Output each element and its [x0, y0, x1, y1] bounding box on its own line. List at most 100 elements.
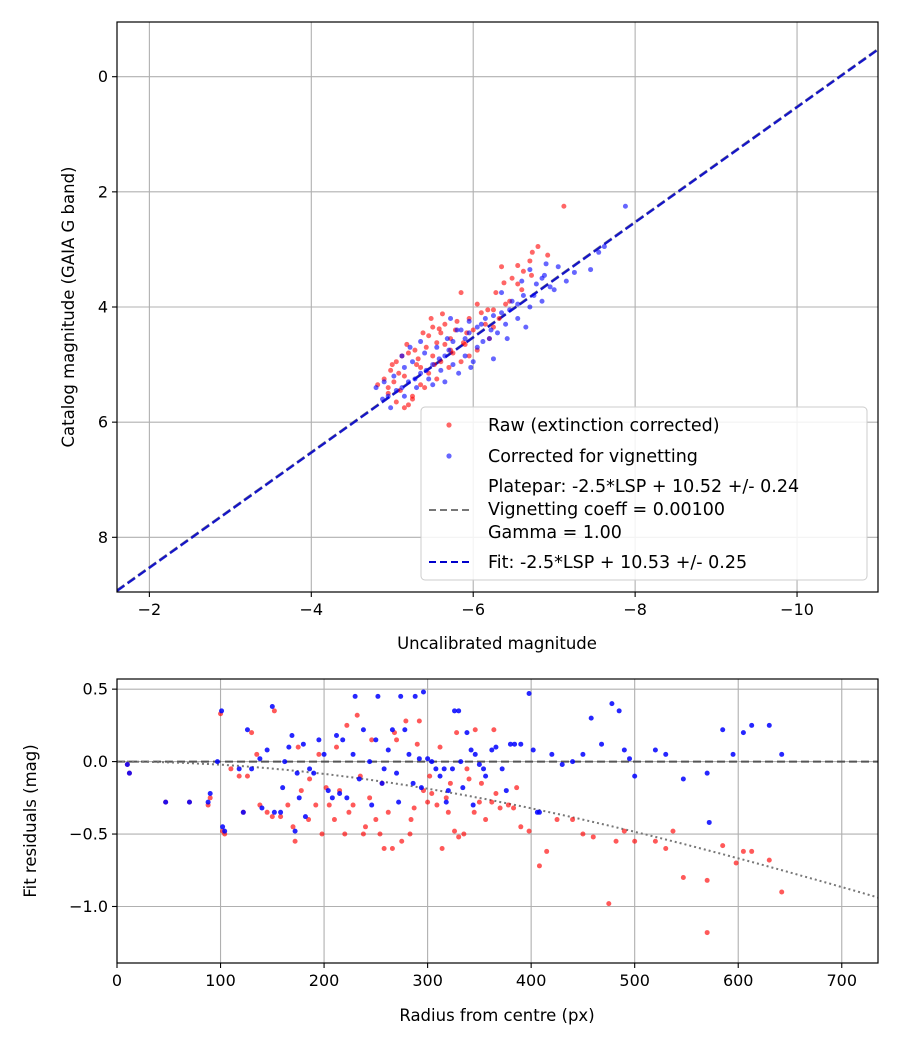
corrected-point: [466, 330, 472, 336]
corrected-point: [385, 393, 391, 399]
residuals-frame: [116, 678, 879, 964]
corrected-point: [495, 330, 500, 336]
raw-residual-point: [228, 766, 234, 772]
corrected-point: [405, 379, 411, 385]
corrected-point: [430, 382, 436, 388]
raw-residual-point: [704, 877, 710, 883]
corrected-point: [468, 364, 474, 370]
raw-residual-point: [416, 718, 422, 724]
corrected-residual-point: [429, 759, 435, 765]
residuals-y-ticks: 0.5 0.0 −0.5 −1.0: [69, 680, 117, 916]
corrected-point: [412, 376, 418, 382]
raw-residual-point: [554, 817, 560, 823]
corrected-residual-point: [311, 770, 317, 776]
raw-point: [401, 405, 407, 411]
corrected-residual-point: [259, 805, 265, 811]
corrected-residual-point: [214, 759, 220, 765]
corrected-residual-point: [512, 741, 518, 747]
corrected-residual-point: [406, 751, 412, 757]
corrected-point: [480, 339, 486, 345]
corrected-point: [454, 327, 460, 333]
corrected-residual-point: [244, 727, 250, 733]
raw-point: [499, 264, 505, 270]
raw-residual-point: [403, 718, 409, 724]
corrected-point: [588, 267, 594, 273]
corrected-point: [488, 327, 494, 333]
corrected-point: [490, 356, 496, 362]
residuals-points: [124, 689, 785, 936]
raw-residual-point: [632, 838, 638, 844]
calibration-y-tick-label: 8: [98, 528, 108, 547]
raw-residual-point: [443, 795, 449, 801]
raw-residual-point: [606, 901, 612, 907]
raw-point: [434, 376, 440, 382]
corrected-residual-point: [549, 751, 555, 757]
corrected-residual-point: [580, 751, 586, 757]
corrected-residual-point: [730, 751, 736, 757]
corrected-point: [539, 298, 545, 304]
corrected-residual-point: [340, 737, 346, 743]
corrected-residual-point: [385, 747, 391, 753]
corrected-point: [543, 261, 549, 267]
raw-residual-point: [740, 848, 746, 854]
corrected-residual-point: [526, 690, 532, 696]
raw-point: [454, 318, 460, 324]
corrected-point: [450, 362, 456, 368]
raw-residual-point: [536, 863, 542, 869]
raw-residual-point: [333, 744, 339, 750]
corrected-residual-point: [325, 788, 331, 794]
corrected-point: [503, 321, 509, 327]
raw-residual-point: [511, 805, 517, 811]
corrected-residual-point: [373, 737, 379, 743]
raw-residual-point: [613, 838, 619, 844]
raw-residual-point: [381, 846, 387, 852]
residuals-x-tick-label: 700: [826, 971, 857, 990]
raw-point: [418, 364, 424, 370]
calibration-x-axis-label: Uncalibrated magnitude: [397, 634, 597, 653]
raw-residual-point: [394, 737, 400, 743]
corrected-residual-point: [433, 766, 439, 772]
legend-platepar-label-2: Vignetting coeff = 0.00100: [488, 500, 725, 520]
corrected-point: [571, 269, 577, 275]
corrected-residual-point: [559, 761, 565, 767]
raw-residual-point: [377, 831, 383, 837]
raw-point: [442, 341, 448, 347]
raw-residual-point: [316, 751, 322, 757]
corrected-residual-point: [316, 737, 322, 743]
raw-residual-point: [471, 809, 477, 815]
raw-point: [501, 280, 507, 286]
corrected-residual-point: [396, 799, 402, 805]
raw-residual-point: [466, 776, 472, 782]
corrected-residual-point: [264, 747, 270, 753]
calibration-legend: Raw (extinction corrected) Corrected for…: [420, 406, 868, 581]
raw-point: [426, 333, 432, 339]
raw-residual-point: [476, 799, 482, 805]
corrected-point: [519, 278, 525, 284]
corrected-residual-point: [289, 733, 295, 739]
raw-residual-point: [407, 831, 413, 837]
raw-residual-point: [389, 846, 395, 852]
corrected-point: [426, 376, 432, 382]
raw-residual-point: [720, 843, 726, 849]
corrected-point: [551, 287, 557, 293]
corrected-residual-point: [379, 780, 385, 786]
raw-residual-point: [207, 795, 213, 801]
raw-point: [496, 316, 502, 322]
corrected-residual-point: [449, 766, 455, 772]
raw-residual-point: [472, 727, 478, 733]
corrected-point: [523, 324, 529, 330]
corrected-residual-point: [621, 747, 627, 753]
calibration-x-tick-label: −6: [461, 600, 485, 619]
corrected-residual-point: [470, 802, 476, 808]
raw-point: [438, 330, 444, 336]
legend-platepar-label-3: Gamma = 1.00: [488, 523, 622, 543]
raw-residual-point: [427, 773, 433, 779]
corrected-residual-point: [344, 795, 350, 801]
raw-residual-point: [290, 824, 296, 830]
corrected-residual-point: [663, 751, 669, 757]
corrected-residual-point: [302, 814, 308, 820]
raw-point: [482, 321, 488, 327]
raw-point: [420, 330, 426, 336]
corrected-residual-point: [652, 747, 658, 753]
legend-platepar-label-1: Platepar: -2.5*LSP + 10.52 +/- 0.24: [488, 477, 799, 497]
